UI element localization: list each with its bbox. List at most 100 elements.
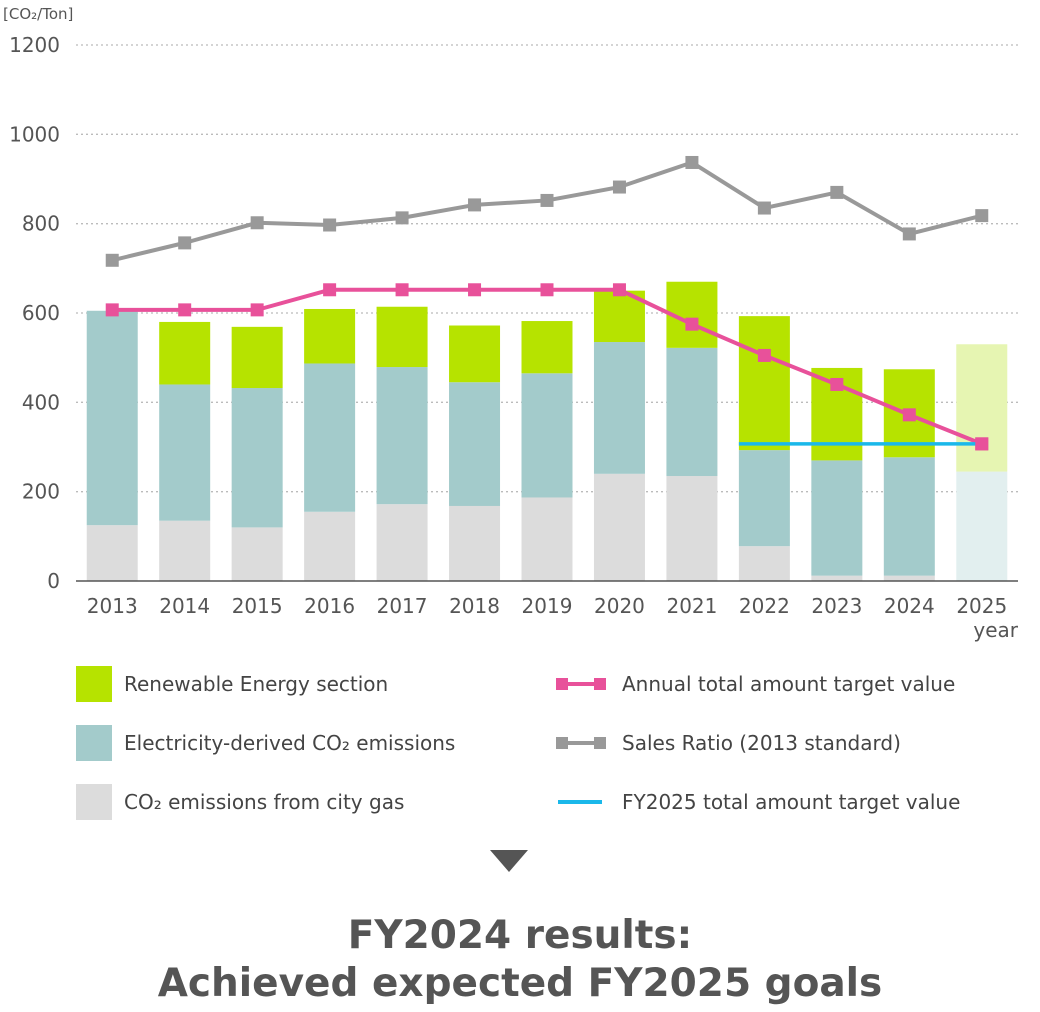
y-tick-label: 0 bbox=[47, 569, 60, 593]
data-point-marker bbox=[685, 155, 699, 169]
bar-segment bbox=[738, 546, 790, 581]
bar-segment bbox=[376, 367, 428, 505]
legend-label-fy2025-target: FY2025 total amount target value bbox=[622, 790, 961, 814]
data-point-marker bbox=[178, 236, 192, 250]
x-tick-label: 2013 bbox=[87, 594, 138, 618]
data-point-marker bbox=[757, 348, 771, 362]
data-point-marker bbox=[105, 303, 119, 317]
bar-segment bbox=[449, 505, 501, 581]
data-point-marker bbox=[250, 303, 264, 317]
x-axis-label: year bbox=[973, 618, 1018, 642]
x-tick-label: 2021 bbox=[666, 594, 717, 618]
x-tick-label: 2020 bbox=[594, 594, 645, 618]
legend: Renewable Energy section Electricity-der… bbox=[76, 662, 1036, 832]
bar-segment bbox=[521, 497, 573, 581]
bar-segment bbox=[231, 388, 283, 528]
bar-segment bbox=[811, 575, 863, 581]
bar-segment bbox=[304, 308, 356, 364]
bar-segment bbox=[449, 325, 501, 383]
legend-renewable: Renewable Energy section bbox=[76, 666, 388, 702]
y-tick-label: 1000 bbox=[9, 122, 60, 146]
data-point-marker bbox=[468, 283, 482, 297]
result-summary: FY2024 results: Achieved expected FY2025… bbox=[0, 912, 1040, 1008]
data-point-marker bbox=[395, 283, 409, 297]
data-point-marker bbox=[685, 317, 699, 331]
data-point-marker bbox=[830, 185, 844, 199]
data-point-marker bbox=[830, 377, 844, 391]
data-point-marker bbox=[902, 227, 916, 241]
x-tick-label: 2022 bbox=[739, 594, 790, 618]
x-tick-label: 2016 bbox=[304, 594, 355, 618]
data-point-marker bbox=[540, 193, 554, 207]
x-tick-label: 2023 bbox=[811, 594, 862, 618]
y-tick-label: 200 bbox=[22, 480, 60, 504]
bar-segment bbox=[159, 520, 211, 581]
bar-segment bbox=[593, 473, 645, 581]
legend-label-annual-target: Annual total amount target value bbox=[622, 672, 956, 696]
bar-segment bbox=[883, 457, 935, 576]
bar-layer bbox=[86, 281, 1008, 581]
axes: [CO₂/Ton] 0 200 400 600 800 1000 1200 2013 2014 20… bbox=[3, 5, 1019, 642]
legend-swatch-electricity bbox=[76, 725, 112, 761]
legend-swatch-renewable bbox=[76, 666, 112, 702]
x-tick-label: 2025 bbox=[956, 594, 1007, 618]
legend-city-gas: CO₂ emissions from city gas bbox=[76, 784, 404, 820]
data-point-marker bbox=[178, 303, 192, 317]
line-layer bbox=[105, 155, 989, 451]
bar-segment bbox=[449, 382, 501, 506]
bar-segment bbox=[159, 321, 211, 385]
data-point-marker bbox=[540, 283, 554, 297]
x-tick-label: 2018 bbox=[449, 594, 500, 618]
bar-segment bbox=[521, 321, 573, 374]
legend-electricity: Electricity-derived CO₂ emissions bbox=[76, 725, 455, 761]
legend-sales-ratio: Sales Ratio (2013 standard) bbox=[554, 725, 901, 761]
data-point-marker bbox=[250, 216, 264, 230]
bar-segment bbox=[956, 344, 1008, 472]
bar-segment bbox=[593, 342, 645, 474]
bar-segment bbox=[738, 316, 790, 451]
data-point-marker bbox=[975, 437, 989, 451]
bar-segment bbox=[304, 511, 356, 581]
legend-annual-target: Annual total amount target value bbox=[554, 666, 955, 702]
bar-segment bbox=[666, 476, 718, 581]
bar-segment bbox=[304, 363, 356, 512]
bar-segment bbox=[376, 306, 428, 368]
bar-segment bbox=[883, 575, 935, 581]
data-point-marker bbox=[323, 283, 337, 297]
x-tick-label: 2017 bbox=[377, 594, 428, 618]
bar-segment bbox=[86, 310, 138, 526]
result-line-2: Achieved expected FY2025 goals bbox=[157, 961, 883, 1006]
bar-segment bbox=[956, 471, 1008, 581]
x-tick-label: 2024 bbox=[884, 594, 935, 618]
data-point-marker bbox=[395, 211, 409, 225]
data-point-marker bbox=[612, 180, 626, 194]
data-point-marker bbox=[323, 218, 337, 232]
data-point-marker bbox=[612, 283, 626, 297]
bar-segment bbox=[231, 326, 283, 389]
legend-key-sales-ratio bbox=[556, 737, 606, 749]
data-point-marker bbox=[902, 408, 916, 422]
legend-key-fy2025-target bbox=[558, 800, 602, 804]
x-tick-label: 2015 bbox=[232, 594, 283, 618]
data-point-marker bbox=[757, 201, 771, 215]
legend-label-electricity: Electricity-derived CO₂ emissions bbox=[124, 731, 456, 755]
bar-segment bbox=[376, 504, 428, 581]
legend-label-city-gas: CO₂ emissions from city gas bbox=[124, 790, 405, 814]
bar-segment bbox=[738, 450, 790, 547]
result-line-1: FY2024 results: bbox=[347, 913, 693, 958]
legend-fy2025-target: FY2025 total amount target value bbox=[554, 784, 960, 820]
data-point-marker bbox=[468, 198, 482, 212]
legend-key-annual-target bbox=[556, 678, 606, 690]
bar-segment bbox=[86, 525, 138, 581]
bar-segment bbox=[666, 347, 718, 477]
down-arrow-icon bbox=[490, 850, 528, 872]
y-tick-label: 800 bbox=[22, 212, 60, 236]
x-tick-label: 2014 bbox=[159, 594, 210, 618]
legend-label-sales-ratio: Sales Ratio (2013 standard) bbox=[622, 731, 901, 755]
data-point-marker bbox=[105, 253, 119, 267]
legend-label-renewable: Renewable Energy section bbox=[124, 672, 389, 696]
y-unit-label: [CO₂/Ton] bbox=[3, 5, 73, 23]
y-tick-label: 400 bbox=[22, 390, 60, 414]
bar-segment bbox=[231, 527, 283, 581]
series-line bbox=[111, 160, 983, 263]
